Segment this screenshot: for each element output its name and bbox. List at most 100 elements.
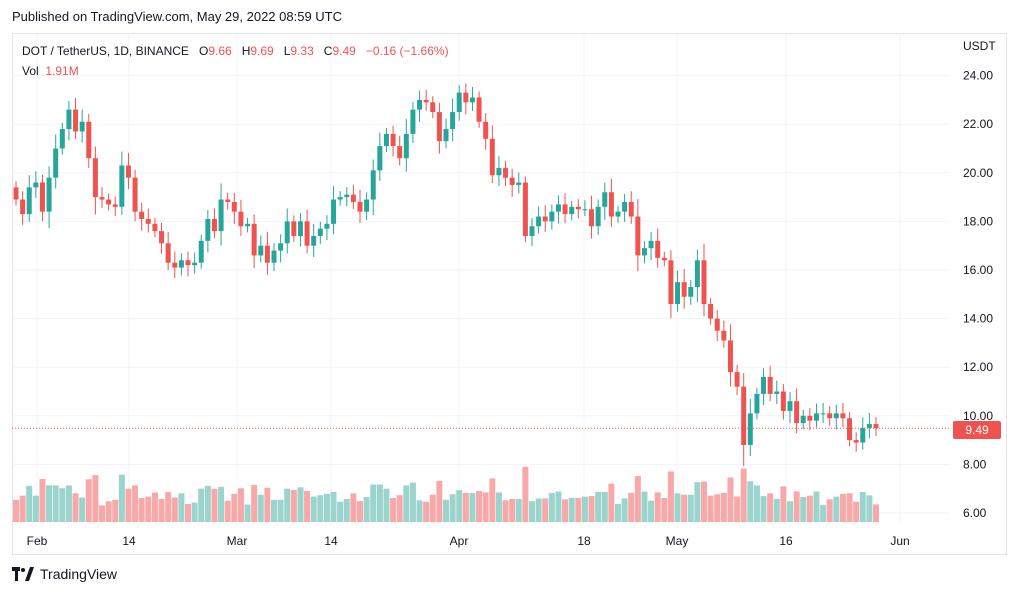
candle-body (641, 248, 647, 256)
candle-body (66, 109, 72, 130)
volume-bar (304, 490, 311, 522)
candle-body (33, 182, 39, 188)
volume-bar (370, 484, 377, 522)
volume-bar (178, 493, 185, 522)
y-tick-label: 8.00 (963, 457, 987, 471)
volume-bar (237, 488, 244, 522)
candle-body (469, 97, 475, 103)
y-tick-label: 14.00 (963, 312, 993, 326)
volume-bar (26, 485, 33, 522)
candle-body (529, 226, 535, 236)
x-tick-label: Jun (890, 534, 909, 548)
y-tick-label: 18.00 (963, 214, 993, 228)
volume-bar (198, 488, 205, 522)
volume-bar (575, 498, 582, 522)
candle-body (304, 221, 310, 246)
volume-bar (694, 482, 701, 522)
candle-body (238, 211, 244, 227)
candle-body (205, 218, 211, 241)
x-tick-label: 14 (324, 534, 338, 548)
candle-body (542, 216, 548, 222)
volume-bar (767, 493, 774, 522)
candle-body (787, 401, 793, 411)
candle-body (754, 393, 760, 414)
volume-bar (562, 499, 569, 522)
candle-body (853, 440, 859, 443)
volume-bar (873, 504, 879, 522)
volume-bar (714, 494, 721, 522)
tradingview-logo[interactable]: TradingView (12, 566, 117, 582)
x-tick-label: Mar (227, 534, 248, 548)
candle-body (668, 260, 674, 305)
last-price-tag: 9.49 (953, 421, 1001, 439)
candle-body (813, 413, 819, 421)
candle-body (701, 260, 707, 305)
candle-body (635, 216, 641, 256)
y-tick-label: 16.00 (963, 263, 993, 277)
x-tick-label: 16 (779, 534, 793, 548)
volume-label: Vol (22, 64, 39, 78)
candle-body (132, 177, 138, 212)
volume-bar (92, 475, 99, 522)
volume-bar (145, 496, 152, 522)
candle-body (463, 92, 469, 103)
candle-body (503, 167, 509, 178)
candle-body (450, 112, 456, 130)
candle-body (39, 182, 45, 212)
volume-bar (224, 500, 231, 522)
candle-body (291, 221, 297, 236)
volume-bar (158, 498, 165, 522)
candle-body (46, 177, 52, 212)
volume-bar (515, 498, 522, 522)
symbol-label[interactable]: DOT / TetherUS, 1D, BINANCE (22, 44, 189, 58)
candle-body (324, 223, 330, 229)
candle-body (800, 415, 806, 424)
candle-body (264, 245, 270, 263)
volume-bar (396, 495, 403, 522)
candle-body (337, 197, 343, 200)
volume-bar (529, 501, 535, 522)
volume-bar (112, 499, 119, 522)
volume-bar (443, 499, 449, 522)
volume-bar (118, 474, 125, 522)
candle-body (575, 206, 581, 210)
candle-body (172, 262, 178, 268)
volume-bar (773, 498, 780, 522)
volume-bar (257, 494, 264, 522)
volume-bar (595, 491, 602, 522)
volume-bar (615, 504, 621, 522)
x-tick-label: Apr (450, 534, 469, 548)
x-tick-label: 18 (577, 534, 591, 548)
volume-bar (211, 488, 218, 522)
volume-bar (449, 494, 456, 522)
candle-body (694, 260, 700, 288)
candle-body (595, 206, 601, 227)
volume-bar (317, 495, 324, 522)
candle-body (847, 418, 853, 441)
volume-bar (707, 495, 714, 522)
volume-bar (555, 491, 562, 522)
candle-body (125, 165, 131, 178)
volume-bar (621, 498, 628, 522)
volume-bar (522, 466, 529, 522)
volume-bar (39, 478, 46, 522)
candle-body (602, 192, 608, 207)
volume-bar (482, 492, 489, 522)
candle-body (284, 221, 290, 244)
volume-bar (800, 497, 807, 522)
axes: 24.00 22.00 20.00 18.00 16.00 14.00 12.00 10.00… (27, 39, 997, 548)
volume-bar (866, 495, 873, 522)
candle-body (714, 318, 720, 331)
change-value: −0.16 (−1.66%) (365, 44, 449, 58)
volume-bar (171, 497, 178, 522)
candle-body (807, 415, 813, 421)
candle-body (840, 413, 846, 419)
candle-body (99, 197, 105, 200)
chart-frame (12, 33, 1007, 555)
volume-bar (456, 490, 463, 522)
volume-bar (720, 492, 727, 522)
volume-bar (859, 491, 866, 522)
volume-bar (105, 501, 112, 522)
candle-body (608, 192, 614, 217)
